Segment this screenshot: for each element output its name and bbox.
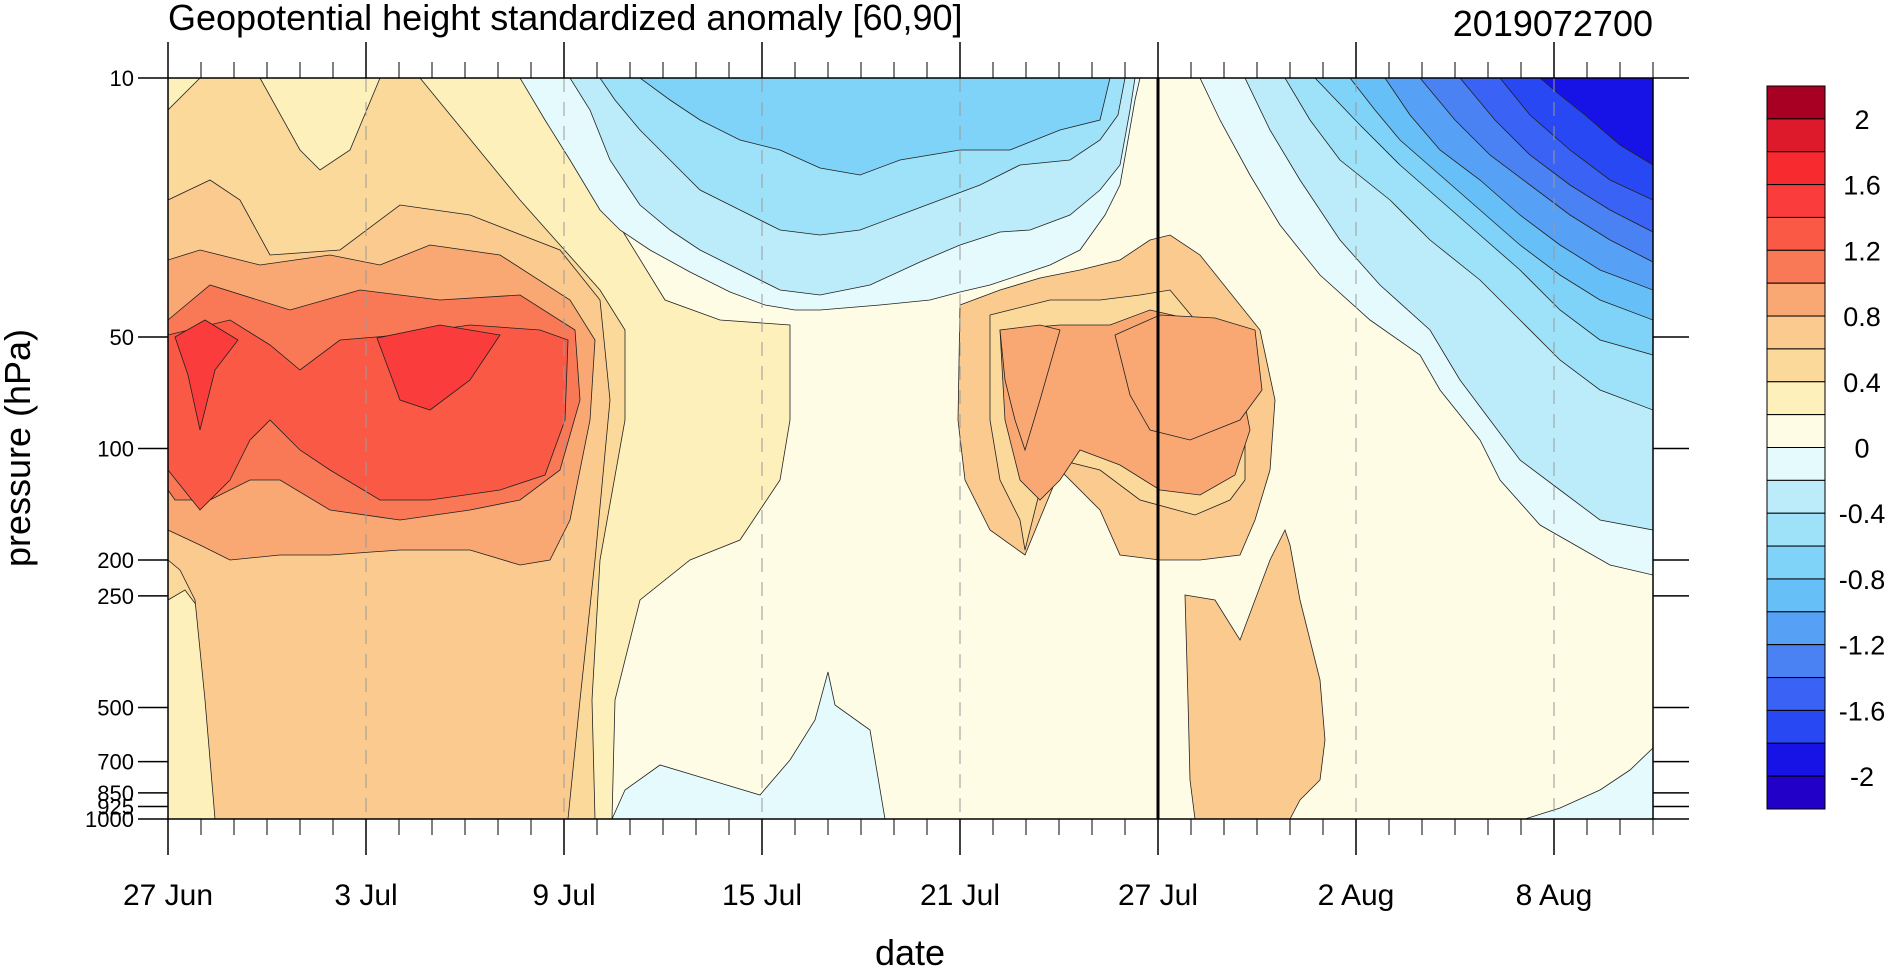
x-tick-label: 9 Jul	[532, 879, 595, 912]
contour-level-0.6-lowright	[1184, 528, 1326, 819]
x-tick-label: 27 Jul	[1118, 879, 1198, 912]
colorbar-box	[1766, 381, 1826, 416]
contour-level-neg0.2-bottom	[611, 671, 886, 819]
colorbar-box	[1766, 151, 1826, 186]
colorbar-box	[1766, 85, 1826, 120]
colorbar-box	[1766, 118, 1826, 153]
y-tick-label: 1000	[85, 807, 134, 832]
colorbar-box	[1766, 249, 1826, 284]
contour-level-1.0-right	[999, 324, 1061, 452]
x-tick-label: 21 Jul	[920, 879, 1000, 912]
colorbar-label: 0.8	[1843, 302, 1881, 332]
x-tick-label: 27 Jun	[123, 879, 213, 912]
colorbar-label: 1.2	[1843, 236, 1881, 266]
y-tick-label: 500	[97, 695, 134, 720]
contour-level-1.6-a	[174, 319, 239, 431]
colorbar-box	[1766, 742, 1826, 777]
x-tick-label: 2 Aug	[1318, 879, 1395, 912]
colorbar-label: -1.6	[1839, 696, 1886, 726]
x-minor-ticks	[200, 62, 1654, 835]
contour-level-neg0.2-br	[1524, 747, 1653, 819]
y-tick-label: 925	[97, 794, 134, 819]
x-tick-label: 3 Jul	[334, 879, 397, 912]
x-axis: 27 Jun 3 Jul 9 Jul 15 Jul 21 Jul 27 Jul 2 Aug 8…	[123, 42, 1592, 912]
colorbar-box	[1766, 282, 1826, 317]
colorbar-box	[1766, 545, 1826, 580]
colorbar-box	[1766, 644, 1826, 679]
x-tick-label: 15 Jul	[722, 879, 802, 912]
colorbar-box	[1766, 611, 1826, 646]
x-tick-label: 8 Aug	[1516, 879, 1593, 912]
y-tick-label: 50	[110, 325, 134, 350]
y-axis-label: pressure (hPa)	[0, 329, 38, 567]
colorbar-label: -1.2	[1839, 631, 1886, 661]
contour-level-1.2-right	[1114, 314, 1263, 441]
contour-level-neg0.8-mid	[639, 78, 1111, 176]
colorbar-box	[1766, 447, 1826, 481]
colorbar-box	[1766, 709, 1826, 744]
colorbar-label: -2	[1850, 762, 1874, 792]
colorbar-label: -0.8	[1839, 565, 1886, 595]
colorbar-box	[1766, 216, 1826, 251]
y-tick-label: 850	[97, 781, 134, 806]
colorbar-box	[1766, 512, 1826, 547]
colorbar-box	[1766, 578, 1826, 613]
colorbar-label: 2	[1854, 105, 1869, 135]
y-tick-label: 10	[110, 66, 134, 91]
contour-neg-r-9	[1539, 78, 1653, 166]
colorbar: 2 1.6 1.2 0.8 0.4 0 -0.4 -0.8 -1.2 -1.6 -2	[1766, 85, 1886, 810]
colorbar-box	[1766, 315, 1826, 350]
y-tick-label: 200	[97, 548, 134, 573]
x-axis-label: date	[875, 932, 945, 969]
colorbar-box	[1766, 348, 1826, 383]
colorbar-label: 0.4	[1843, 368, 1881, 398]
y-tick-label: 100	[97, 437, 134, 462]
chart-date-label: 2019072700	[1453, 3, 1653, 44]
colorbar-label: 0	[1854, 434, 1869, 464]
x-gridlines	[365, 78, 1555, 819]
contour-field	[168, 78, 1653, 819]
contour-level-1.6-b	[376, 324, 501, 411]
colorbar-box	[1766, 414, 1826, 448]
colorbar-box	[1766, 479, 1826, 514]
colorbar-label: -0.4	[1839, 499, 1886, 529]
y-tick-label: 700	[97, 750, 134, 775]
colorbar-label: 1.6	[1843, 171, 1881, 201]
colorbar-box	[1766, 677, 1826, 711]
chart-title: Geopotential height standardized anomaly…	[168, 0, 963, 38]
colorbar-box	[1766, 184, 1826, 218]
colorbar-box	[1766, 775, 1826, 810]
y-tick-label: 250	[97, 584, 134, 609]
